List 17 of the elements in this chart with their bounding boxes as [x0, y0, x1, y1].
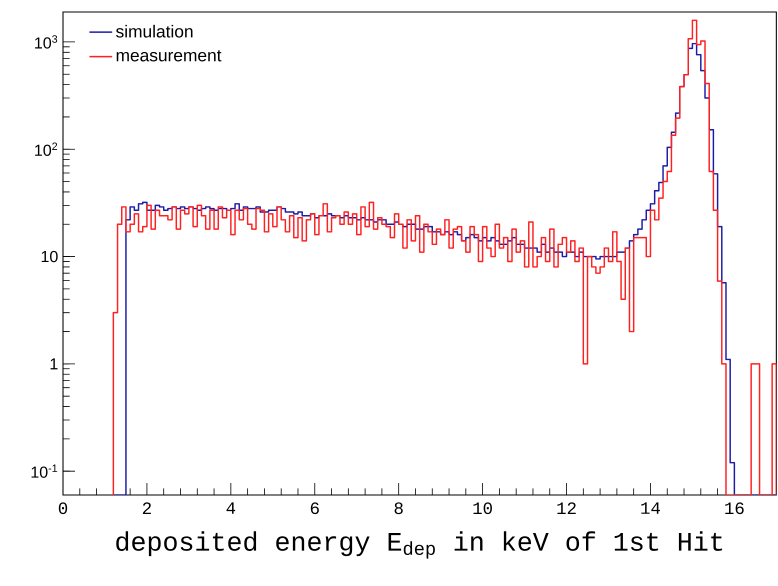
- y-tick-label: 10$^{-1}$: [32, 464, 58, 478]
- legend-label: simulation: [116, 24, 192, 38]
- x-tick-label: 0: [58, 502, 68, 514]
- x-tick-label: 14: [641, 502, 660, 514]
- legend-label: measurement: [116, 50, 222, 62]
- y-tick-label: 1: [50, 358, 58, 370]
- x-tick-label: 10: [473, 502, 492, 514]
- y-tick-label: 10: [42, 250, 58, 262]
- y-tick-label: 10$^{3}$: [35, 35, 58, 49]
- x-tick-label: 12: [557, 502, 576, 514]
- x-tick-label: 2: [142, 502, 151, 514]
- y-tick-label: 10$^{2}$: [35, 142, 58, 156]
- x-tick-label: 16: [725, 502, 744, 514]
- x-tick-label: 8: [394, 502, 403, 514]
- x-tick-label: 4: [226, 502, 236, 514]
- x-axis-title: deposited energy E$_{dep}$ in keV of 1st Hit: [116, 531, 722, 559]
- x-tick-label: 6: [310, 502, 319, 514]
